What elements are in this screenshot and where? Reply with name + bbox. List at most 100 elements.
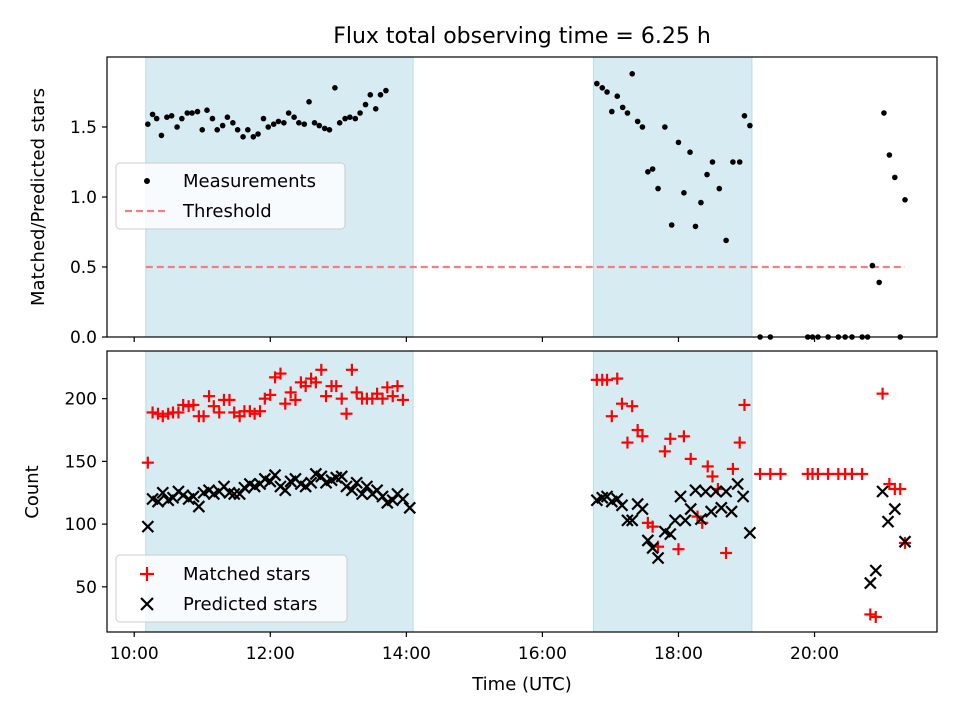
measurement-point bbox=[624, 110, 631, 116]
measurement-point bbox=[204, 107, 210, 113]
measurement-point bbox=[357, 110, 363, 116]
measurement-point bbox=[347, 114, 353, 120]
matched-star-point bbox=[706, 470, 719, 483]
measurement-point bbox=[209, 115, 216, 122]
matched-star-point bbox=[726, 462, 739, 475]
matched-star-point bbox=[856, 467, 869, 480]
measurement-point bbox=[149, 111, 156, 118]
measurement-point bbox=[316, 122, 323, 129]
matched-star-point bbox=[396, 393, 409, 406]
matched-star-point bbox=[774, 467, 787, 480]
predicted-star-point bbox=[304, 476, 318, 489]
predicted-star-point bbox=[345, 483, 359, 497]
measurement-point bbox=[194, 108, 201, 115]
predicted-star-point bbox=[674, 490, 687, 503]
legend-predicted-marker bbox=[140, 597, 154, 611]
predicted-star-point bbox=[335, 470, 348, 483]
measurement-point bbox=[599, 85, 606, 91]
measurement-point bbox=[164, 114, 170, 120]
observing-window-2 bbox=[592, 56, 753, 338]
measurement-point bbox=[179, 115, 185, 122]
matched-star-point bbox=[213, 406, 226, 419]
predicted-star-point bbox=[396, 492, 410, 506]
measurement-point bbox=[709, 159, 716, 165]
predicted-star-point bbox=[709, 485, 723, 498]
measurement-point bbox=[332, 85, 338, 91]
measurement-point bbox=[594, 80, 600, 87]
legend-matched-label: Matched stars bbox=[183, 564, 310, 585]
measurement-point bbox=[275, 118, 282, 125]
matched-star-point bbox=[677, 430, 690, 443]
measurement-point bbox=[352, 115, 359, 122]
measurement-point bbox=[692, 223, 699, 230]
measurement-point bbox=[704, 171, 710, 178]
measurement-point bbox=[383, 87, 389, 94]
y-tick-label: 0.0 bbox=[70, 328, 97, 348]
matched-star-point bbox=[335, 392, 348, 405]
matched-star-point bbox=[376, 392, 389, 405]
matched-star-point bbox=[672, 543, 685, 556]
matched-star-point bbox=[340, 407, 353, 420]
count-legend-box bbox=[115, 554, 348, 623]
y-tick-label: 1.5 bbox=[70, 118, 97, 138]
measurement-point bbox=[747, 122, 753, 129]
x-axis-label: Time (UTC) bbox=[471, 674, 572, 695]
x-tick-label: 16:00 bbox=[518, 644, 567, 664]
matched-star-point bbox=[381, 381, 394, 394]
predicted-star-point bbox=[715, 501, 728, 515]
predicted-star-point bbox=[625, 514, 639, 527]
matched-star-point bbox=[299, 380, 312, 393]
measurement-point bbox=[662, 124, 668, 130]
measurement-point bbox=[736, 159, 743, 165]
x-tick-label: 12:00 bbox=[246, 644, 295, 664]
measurement-point bbox=[730, 159, 736, 165]
predicted-star-point bbox=[621, 514, 634, 527]
measurement-point bbox=[234, 127, 241, 133]
count-panel: 50 100 150 200 10:00 12:00 14:00 16:00 18:00 20:0… bbox=[22, 350, 938, 695]
measurement-point bbox=[281, 120, 287, 126]
chart-title: Flux total observing time = 6.25 h bbox=[333, 24, 711, 49]
measurement-point bbox=[681, 190, 687, 196]
matched-star-point bbox=[738, 398, 751, 411]
matched-star-point bbox=[611, 372, 624, 385]
matched-star-point bbox=[864, 608, 877, 621]
matched-star-point bbox=[616, 397, 629, 410]
measurement-point bbox=[619, 104, 626, 111]
measurement-point bbox=[876, 279, 882, 286]
matched-star-point bbox=[664, 432, 677, 445]
matched-star-point bbox=[631, 424, 644, 437]
measurement-point bbox=[668, 222, 675, 228]
predicted-star-point bbox=[869, 564, 883, 577]
measurement-point bbox=[716, 185, 723, 192]
measurement-point bbox=[604, 89, 610, 95]
matched-star-point bbox=[254, 405, 267, 418]
predicted-star-point bbox=[156, 486, 170, 500]
predicted-star-point bbox=[278, 483, 292, 497]
measurement-point bbox=[614, 93, 621, 99]
predicted-star-point bbox=[864, 576, 877, 590]
observing-window-2 bbox=[592, 350, 753, 633]
measurement-point bbox=[184, 110, 191, 116]
predicted-star-point bbox=[141, 520, 155, 533]
y-tick-label: 100 bbox=[65, 515, 97, 535]
measurement-point bbox=[881, 110, 887, 116]
measurement-point bbox=[372, 106, 379, 112]
predicted-star-point bbox=[615, 499, 629, 512]
measurement-point bbox=[377, 92, 384, 98]
measurement-point bbox=[158, 132, 165, 139]
matched-star-point bbox=[658, 445, 671, 458]
matched-star-point bbox=[264, 388, 277, 401]
matched-star-point bbox=[315, 363, 328, 376]
measurement-point bbox=[145, 121, 151, 127]
matched-star-point bbox=[811, 467, 824, 480]
measurement-point bbox=[311, 120, 318, 126]
matched-star-point bbox=[876, 387, 889, 400]
matched-star-point bbox=[701, 460, 714, 473]
measurement-point bbox=[687, 149, 693, 155]
matched-star-point bbox=[845, 467, 858, 480]
measurement-point bbox=[270, 121, 277, 127]
matched-star-point bbox=[601, 373, 614, 386]
measurement-point bbox=[723, 237, 729, 244]
predicted-star-point bbox=[731, 477, 744, 491]
